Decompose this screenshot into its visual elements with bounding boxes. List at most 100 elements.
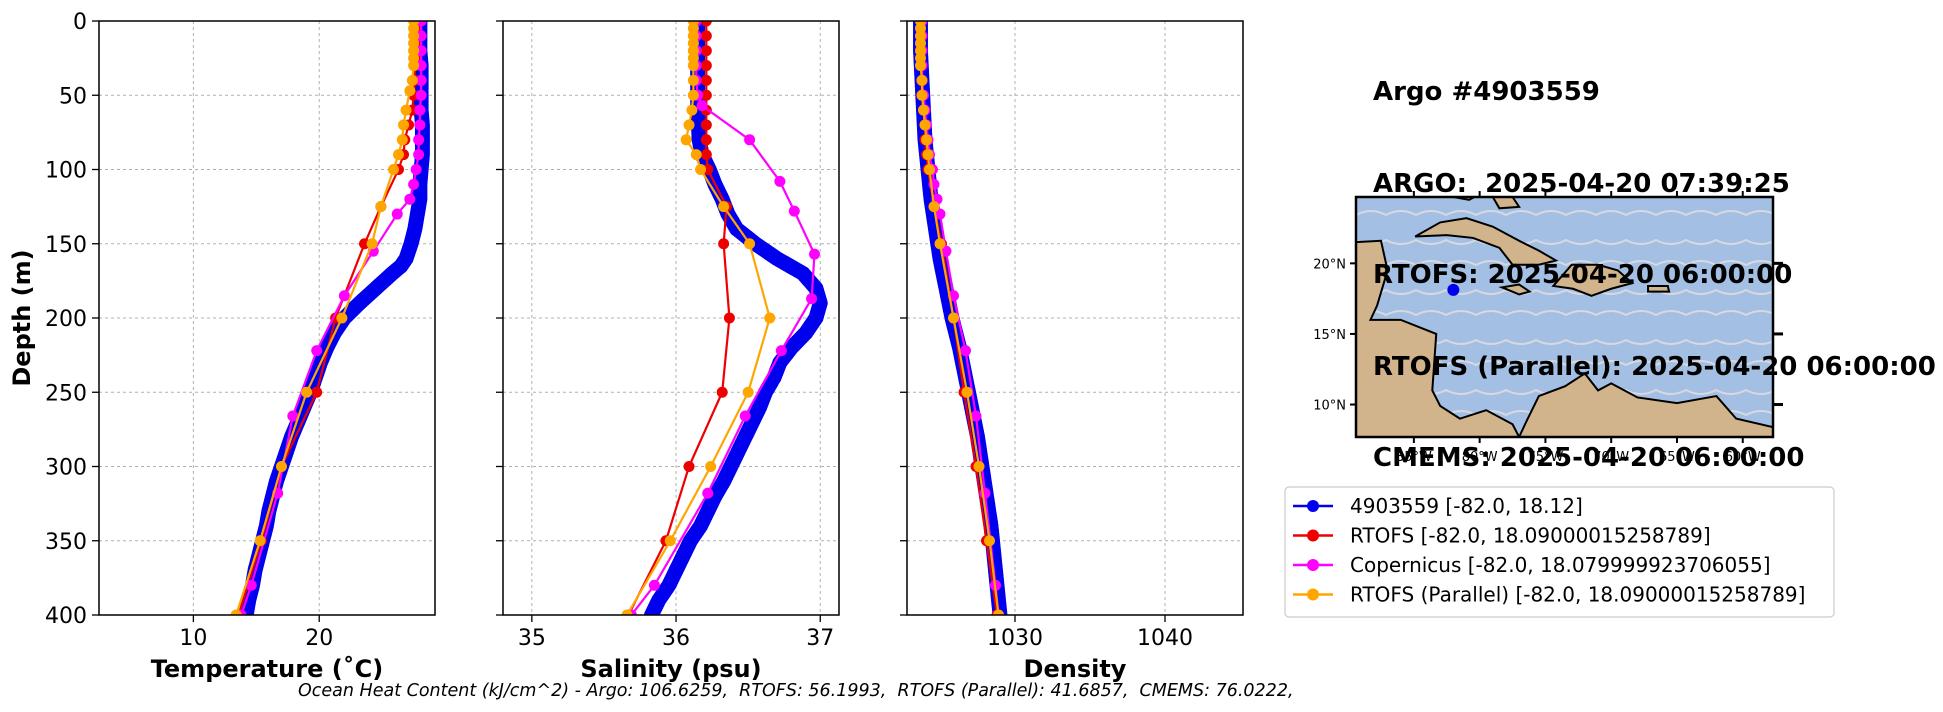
data-point-copernicus <box>404 193 416 205</box>
map-lat-label: 20°N <box>1313 257 1346 272</box>
chart-panel-1: 35 36 37 Salinity (psu) <box>496 20 840 683</box>
data-point-rtofs_parallel <box>275 461 287 472</box>
legend-label: Copernicus [-82.0, 18.079999923706055] <box>1350 553 1771 577</box>
data-point-rtofs_parallel <box>254 535 266 547</box>
data-point-copernicus <box>808 248 820 260</box>
y-tick-label: 400 <box>45 604 87 629</box>
y-tick-label: 200 <box>45 307 87 332</box>
x-tick-label: 1040 <box>1137 626 1193 651</box>
legend-box <box>1284 486 1835 618</box>
data-point-copernicus <box>696 100 708 112</box>
legend: 4903559 [-82.0, 18.12] RTOFS [-82.0, 18.0… <box>1284 486 1835 618</box>
data-point-rtofs <box>311 386 323 398</box>
data-point-rtofs_parallel <box>687 74 699 86</box>
legend-marker <box>1307 500 1319 512</box>
data-point-rtofs_parallel <box>916 89 928 101</box>
current-streamline <box>1356 210 1773 217</box>
info-argo-time: ARGO: 2025-04-20 07:39:25 <box>1373 168 1790 199</box>
data-point-rtofs_parallel <box>400 104 412 116</box>
y-tick-label: 350 <box>45 530 87 555</box>
info-rtofs-time: RTOFS: 2025-04-20 06:00:00 <box>1373 260 1793 290</box>
data-point-copernicus <box>806 293 818 305</box>
current-streamline <box>1356 310 1773 317</box>
data-point-copernicus <box>648 579 660 591</box>
legend-item: Copernicus [-82.0, 18.079999923706055] <box>1293 553 1771 577</box>
argo-float-marker <box>1447 283 1460 296</box>
x-tick-label: 37 <box>806 626 834 651</box>
data-point-rtofs_parallel <box>408 60 420 72</box>
data-point-rtofs <box>700 60 712 72</box>
data-point-rtofs <box>683 461 695 472</box>
data-point-rtofs_parallel <box>924 164 935 175</box>
data-point-copernicus <box>287 410 299 422</box>
data-point-rtofs_parallel <box>742 386 754 398</box>
x-tick-label: 35 <box>518 626 546 651</box>
data-point-rtofs_parallel <box>621 609 633 615</box>
data-point-rtofs_parallel <box>404 85 416 97</box>
data-point-rtofs_parallel <box>922 149 934 161</box>
data-point-rtofs <box>700 21 712 27</box>
land-hispaniola <box>1551 263 1635 297</box>
legend-item: RTOFS (Parallel) [-82.0, 18.090000152587… <box>1293 583 1805 607</box>
map-lon-label: 85°W <box>1396 450 1432 465</box>
legend-item: 4903559 [-82.0, 18.12] <box>1293 494 1583 518</box>
data-point-rtofs <box>359 238 371 250</box>
data-point-copernicus <box>391 208 403 220</box>
map-lon-label: 75°W <box>1527 450 1563 465</box>
data-point-rtofs_parallel <box>336 312 348 324</box>
data-point-copernicus <box>414 104 426 116</box>
data-point-rtofs_parallel <box>230 609 242 615</box>
data-point-rtofs_parallel <box>916 74 928 86</box>
x-tick-label: 20 <box>305 626 333 651</box>
data-point-rtofs_parallel <box>664 535 676 547</box>
data-point-rtofs_parallel <box>921 134 932 146</box>
data-point-rtofs_parallel <box>919 119 931 131</box>
y-axis-label: Depth (m) <box>8 249 36 386</box>
data-point-rtofs_parallel <box>984 535 995 547</box>
info-rtofs-parallel-time: RTOFS (Parallel): 2025-04-20 06:00:00 <box>1373 351 1936 382</box>
data-point-rtofs_parallel <box>973 461 985 472</box>
data-point-rtofs <box>700 45 712 57</box>
legend-label: RTOFS [-82.0, 18.09000015258789] <box>1350 524 1711 548</box>
data-point-copernicus <box>788 205 800 217</box>
current-streamline <box>1356 260 1773 267</box>
data-point-copernicus <box>415 30 427 42</box>
data-point-rtofs_parallel <box>687 89 699 101</box>
data-point-rtofs_parallel <box>683 119 695 131</box>
data-point-rtofs <box>700 134 712 146</box>
data-point-copernicus <box>415 89 427 101</box>
land-puerto-rico <box>1647 284 1671 293</box>
data-point-rtofs <box>700 30 712 42</box>
data-point-copernicus <box>775 345 787 357</box>
data-point-rtofs <box>716 386 728 398</box>
legend-label: RTOFS (Parallel) [-82.0, 18.090000152587… <box>1350 583 1805 607</box>
series-rtofs_parallel <box>915 21 1004 615</box>
data-point-rtofs_parallel <box>406 74 418 86</box>
data-point-copernicus <box>415 60 427 72</box>
data-point-copernicus <box>415 45 427 57</box>
data-point-copernicus <box>940 245 952 257</box>
data-point-rtofs_parallel <box>695 164 707 175</box>
data-point-rtofs_parallel <box>686 104 698 116</box>
land-jamaica <box>1498 283 1533 296</box>
info-title: Argo #4903559 <box>1373 77 1600 107</box>
map-lon-label: 60°W <box>1725 450 1761 465</box>
data-point-copernicus <box>413 149 425 161</box>
map-frame <box>1354 195 1775 439</box>
y-tick-label: 0 <box>73 10 87 35</box>
series-rtofs_parallel <box>621 21 776 615</box>
x-tick-label: 1030 <box>987 626 1043 651</box>
land-bahamas <box>1491 197 1521 210</box>
data-point-rtofs <box>700 74 712 86</box>
data-point-copernicus <box>311 345 323 357</box>
y-tick-label: 250 <box>45 381 87 406</box>
series-copernicus <box>235 21 427 615</box>
data-point-rtofs <box>723 312 735 324</box>
series-group <box>230 21 430 615</box>
map-inset: 85°W 80°W 75°W 70°W 65°W 60°W 20°N 15°N 10°N <box>1313 191 1783 465</box>
data-point-rtofs <box>700 119 712 131</box>
data-point-copernicus <box>739 410 751 422</box>
data-point-rtofs_parallel <box>301 386 313 398</box>
series-group <box>621 21 828 615</box>
